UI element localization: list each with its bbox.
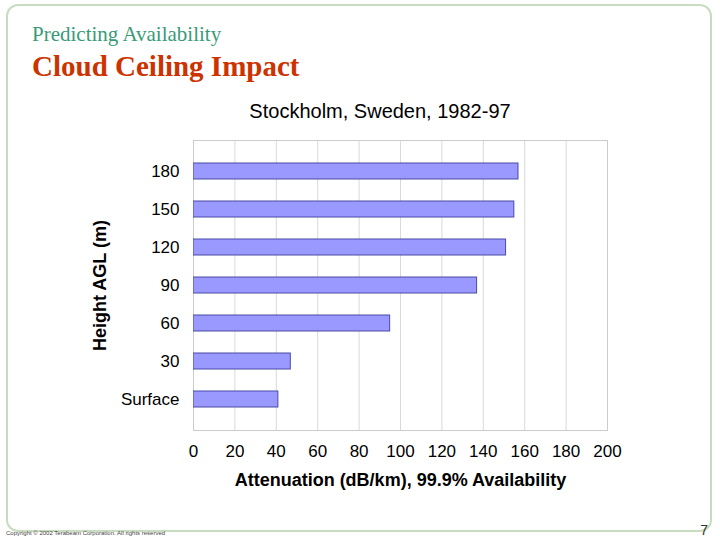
svg-text:20: 20 <box>225 442 244 461</box>
svg-text:90: 90 <box>161 276 180 295</box>
svg-text:Attenuation (dB/km), 99.9% Ava: Attenuation (dB/km), 99.9% Availability <box>235 470 567 490</box>
svg-text:60: 60 <box>161 314 180 333</box>
svg-text:160: 160 <box>511 442 539 461</box>
html-text:Cloud Ceiling Impact: Cloud Ceiling Impact <box>32 50 300 82</box>
svg-text:100: 100 <box>386 442 414 461</box>
html-text:Copyright © 2002 Terabeam Corp: Copyright © 2002 Terabeam Corporation. A… <box>6 530 166 536</box>
svg-text:Surface: Surface <box>121 390 180 409</box>
svg-text:40: 40 <box>267 442 286 461</box>
svg-text:180: 180 <box>552 442 580 461</box>
html-text:7: 7 <box>700 522 708 538</box>
svg-text:120: 120 <box>428 442 456 461</box>
svg-text:150: 150 <box>151 200 179 219</box>
html-text:Stockholm, Sweden, 1982-97: Stockholm, Sweden, 1982-97 <box>249 100 511 122</box>
svg-text:30: 30 <box>161 352 180 371</box>
svg-text:Height AGL (m): Height AGL (m) <box>90 220 110 351</box>
svg-text:200: 200 <box>593 442 621 461</box>
svg-text:140: 140 <box>469 442 497 461</box>
svg-text:60: 60 <box>308 442 327 461</box>
svg-text:0: 0 <box>189 442 198 461</box>
svg-text:180: 180 <box>151 162 179 181</box>
svg-text:80: 80 <box>350 442 369 461</box>
svg-text:120: 120 <box>151 238 179 257</box>
html-text:Predicting Availability: Predicting Availability <box>32 22 222 46</box>
